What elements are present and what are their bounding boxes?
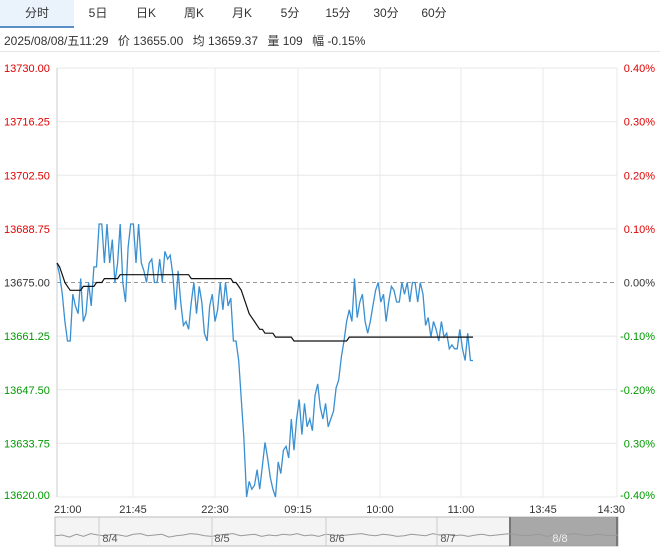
x-tick-label: 21:45	[119, 504, 147, 516]
tab-monthly-k[interactable]: 月K	[231, 6, 252, 20]
y-tick-label-left: 13620.00	[4, 490, 50, 502]
navigator-selection-window	[510, 517, 618, 546]
navigator-overview-line	[54, 533, 619, 538]
x-tick-label: 10:00	[366, 504, 394, 516]
average-series-line	[56, 262, 473, 342]
tab-intraday[interactable]: 分时	[0, 0, 74, 28]
navigator-day-label: 8/5	[214, 533, 229, 545]
tab-15-min[interactable]: 15分	[325, 6, 351, 20]
tab-weekly-k[interactable]: 周K	[183, 6, 204, 20]
x-tick-label: 11:00	[448, 504, 475, 516]
x-tick-label: 13:45	[529, 504, 557, 516]
tab-60-min[interactable]: 60分	[421, 6, 447, 20]
quote-volume: 量 109	[267, 34, 303, 48]
quote-price: 价 13655.00	[117, 34, 184, 48]
y-tick-label-left: 13716.25	[4, 117, 50, 129]
y-tick-label-left: 13647.50	[4, 385, 50, 397]
x-tick-label: 22:30	[201, 504, 229, 516]
y-tick-label-left: 13633.75	[4, 438, 50, 450]
y-tick-label-right: -0.20%	[620, 385, 655, 397]
tab-daily-k[interactable]: 日K	[135, 6, 156, 20]
y-tick-label-right: 0.30%	[624, 438, 655, 450]
price-series-line	[56, 223, 473, 498]
y-tick-label-right: -0.40%	[620, 490, 655, 502]
tab-30-min[interactable]: 30分	[373, 6, 399, 20]
y-tick-label-left: 13675.00	[4, 278, 50, 290]
y-tick-label-right: 0.20%	[624, 170, 655, 182]
x-tick-label: 14:30	[597, 504, 625, 516]
y-tick-label-right: -0.10%	[620, 331, 655, 343]
quote-info-bar: 2025/08/08/五11:29 价 13655.00 均 13659.37 …	[0, 30, 660, 52]
y-tick-label-left: 13688.75	[4, 224, 50, 236]
navigator-day-label: 8/6	[329, 533, 344, 545]
quote-change: 幅 -0.15%	[312, 34, 366, 48]
navigator-day-label: 8/8	[552, 533, 567, 545]
quote-average: 均 13659.37	[192, 34, 259, 48]
period-tab-bar: 分时 5日 日K 周K 月K 5分 15分 30分 60分	[0, 0, 660, 28]
navigator-day-label: 8/4	[102, 533, 117, 545]
y-tick-label-right: 0.00%	[624, 278, 655, 290]
y-tick-label-right: 0.40%	[624, 63, 655, 75]
y-tick-label-left: 13661.25	[4, 331, 50, 343]
tab-5-min[interactable]: 5分	[280, 6, 300, 20]
quote-datetime: 2025/08/08/五11:29	[4, 34, 109, 48]
x-tick-label: 21:00	[54, 504, 82, 516]
y-tick-label-right: 0.10%	[624, 224, 655, 236]
y-tick-label-right: 0.30%	[624, 117, 655, 129]
y-tick-label-left: 13730.00	[4, 63, 50, 75]
x-tick-label: 09:15	[284, 504, 312, 516]
tab-5-day[interactable]: 5日	[88, 6, 108, 20]
navigator-day-label: 8/7	[440, 533, 455, 545]
y-tick-label-left: 13702.50	[4, 170, 50, 182]
